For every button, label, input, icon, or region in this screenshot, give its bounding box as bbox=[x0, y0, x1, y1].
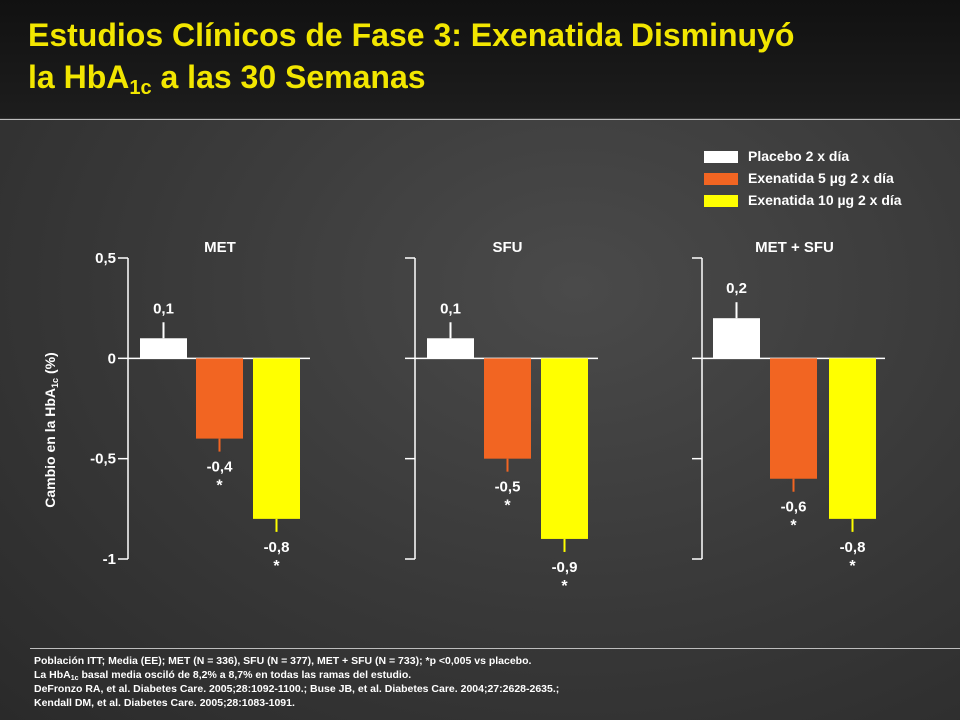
top-divider bbox=[0, 119, 960, 120]
legend-label-exenatida-5: Exenatida 5 µg 2 x día bbox=[748, 170, 894, 186]
footnote-reference-2: Kendall DM, et al. Diabetes Care. 2005;2… bbox=[34, 697, 295, 709]
category-label-2: MET + SFU bbox=[755, 239, 834, 256]
data-label-0-1: -0,4 bbox=[207, 459, 234, 476]
significance-marker-1-1: * bbox=[504, 498, 511, 515]
significance-marker-0-2: * bbox=[273, 558, 280, 575]
y-tick-label-0: 0,5 bbox=[95, 250, 116, 267]
category-label-1: SFU bbox=[493, 239, 523, 256]
legend-item-exenatida-5: Exenatida 5 µg 2 x día bbox=[704, 168, 960, 190]
footnote-population: Población ITT; Media (EE); MET (N = 336)… bbox=[34, 655, 532, 667]
legend-swatch-exenatida-5 bbox=[704, 173, 738, 185]
y-tick-label-2: -0,5 bbox=[90, 451, 116, 468]
bar-1-1 bbox=[484, 358, 531, 459]
category-label-0: MET bbox=[204, 239, 236, 256]
data-label-1-1: -0,5 bbox=[495, 479, 521, 496]
data-label-1-2: -0,9 bbox=[552, 559, 578, 576]
legend-item-placebo: Placebo 2 x día bbox=[704, 146, 960, 168]
data-label-1-0: 0,1 bbox=[440, 300, 461, 317]
significance-marker-2-1: * bbox=[790, 518, 797, 535]
data-label-2-0: 0,2 bbox=[726, 280, 747, 297]
legend-item-exenatida-10: Exenatida 10 µg 2 x día bbox=[704, 190, 960, 212]
bar-1-2 bbox=[541, 358, 588, 539]
title-line-1: Estudios Clínicos de Fase 3: Exenatida D… bbox=[28, 17, 795, 53]
footnote-reference-1: DeFronzo RA, et al. Diabetes Care. 2005;… bbox=[34, 683, 560, 695]
bar-2-0 bbox=[713, 318, 760, 359]
chart-legend: Placebo 2 x día Exenatida 5 µg 2 x día E… bbox=[704, 146, 960, 212]
slide-title: Estudios Clínicos de Fase 3: Exenatida D… bbox=[28, 14, 948, 98]
data-label-2-2: -0,8 bbox=[840, 539, 866, 556]
data-label-0-0: 0,1 bbox=[153, 300, 174, 317]
legend-swatch-placebo bbox=[704, 151, 738, 163]
legend-label-placebo: Placebo 2 x día bbox=[748, 148, 850, 164]
footnote-baseline: La HbA1c basal media osciló de 8,2% a 8,… bbox=[34, 669, 412, 682]
significance-marker-1-2: * bbox=[561, 578, 568, 595]
bar-0-1 bbox=[196, 358, 243, 439]
legend-swatch-exenatida-10 bbox=[704, 195, 738, 207]
significance-marker-2-2: * bbox=[849, 558, 856, 575]
bottom-divider bbox=[30, 648, 960, 649]
bar-2-1 bbox=[770, 358, 817, 479]
legend-label-exenatida-10: Exenatida 10 µg 2 x día bbox=[748, 192, 902, 208]
title-line-2: la HbA1c a las 30 Semanas bbox=[28, 59, 426, 99]
bar-0-2 bbox=[253, 358, 300, 519]
data-label-2-1: -0,6 bbox=[781, 499, 807, 516]
title-band bbox=[0, 0, 960, 118]
bar-1-0 bbox=[427, 338, 474, 359]
footnotes: Población ITT; Media (EE); MET (N = 336)… bbox=[34, 654, 954, 710]
y-tick-label-1: 0 bbox=[108, 350, 116, 367]
bar-2-2 bbox=[829, 358, 876, 519]
bar-0-0 bbox=[140, 338, 187, 359]
significance-marker-0-1: * bbox=[216, 478, 223, 495]
y-tick-label-3: -1 bbox=[103, 551, 116, 568]
data-label-0-2: -0,8 bbox=[264, 539, 290, 556]
